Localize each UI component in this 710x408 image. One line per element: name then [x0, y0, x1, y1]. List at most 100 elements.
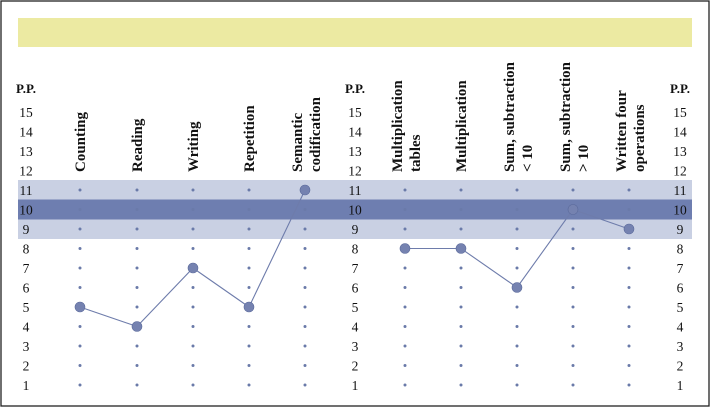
y-tick-label: 7 — [677, 261, 684, 276]
grid-dot — [403, 286, 407, 289]
scale-headers: P.P. P.P. P.P. — [16, 81, 690, 96]
grid-dot — [459, 325, 463, 328]
grid-dot — [515, 266, 519, 270]
grid-dot — [303, 344, 307, 348]
category-label: Multiplication — [454, 80, 470, 172]
y-tick-label: 14 — [19, 125, 33, 140]
y-tick-label: 2 — [352, 359, 359, 374]
y-tick-label: 14 — [348, 125, 362, 140]
grid-dot — [459, 383, 463, 387]
category-label: operations — [632, 104, 648, 172]
grid-dot — [515, 188, 519, 192]
y-tick-label: 1 — [352, 378, 359, 393]
y-tick-label: 15 — [348, 105, 362, 120]
grid-dot — [571, 383, 575, 387]
grid-dot — [403, 364, 407, 367]
grid-dot — [247, 266, 251, 270]
score-point — [187, 262, 199, 274]
grid-dot — [515, 344, 519, 348]
category-label: Reading — [130, 118, 146, 172]
grid-dot — [135, 208, 139, 211]
y-tick-label: 4 — [352, 320, 359, 335]
category-label: Writing — [186, 121, 202, 172]
grid-dot — [571, 286, 575, 289]
y-tick-label: 15 — [673, 105, 687, 120]
grid-dot — [191, 344, 195, 348]
grid-dot — [247, 286, 251, 289]
y-tick-label: 7 — [352, 261, 359, 276]
grid-dot — [135, 266, 139, 270]
grid-dot — [571, 305, 575, 309]
category-labels: Counting Reading Writing Repetition Semantic… — [73, 61, 648, 172]
grid-dot — [135, 247, 139, 250]
grid-dot — [459, 227, 463, 231]
y-tick-label: 12 — [673, 164, 687, 179]
category-label: Written four — [614, 90, 630, 172]
y-tick-label: 10 — [348, 203, 362, 218]
grid-dot — [627, 266, 631, 270]
y-tick-label: 4 — [23, 320, 30, 335]
y-tick-label: 14 — [673, 125, 687, 140]
grid-dot — [627, 208, 631, 211]
category-label: Semantic — [290, 113, 306, 173]
grid-dot — [459, 305, 463, 309]
grid-dot — [515, 247, 519, 250]
grid-dot — [247, 364, 251, 367]
y-tick-label: 13 — [673, 144, 687, 159]
grid-dot — [247, 383, 251, 387]
y-tick-label: 4 — [677, 320, 684, 335]
grid-dot — [78, 364, 82, 367]
y-tick-label: 6 — [677, 281, 684, 296]
grid-dot — [403, 344, 407, 348]
score-point — [74, 301, 86, 313]
y-tick-label: 8 — [677, 242, 684, 257]
y-tick-label: 8 — [23, 242, 30, 257]
grid-dot — [247, 325, 251, 328]
grid-dot — [403, 383, 407, 387]
grid-dot — [191, 247, 195, 250]
grid-dot — [627, 383, 631, 387]
grid-dot — [303, 325, 307, 328]
grid-dot — [403, 325, 407, 328]
score-point — [623, 223, 635, 235]
grid-dot — [571, 364, 575, 367]
grid-dot — [515, 208, 519, 211]
grid-dot — [303, 247, 307, 250]
grid-dot — [191, 227, 195, 231]
grid-dot — [135, 383, 139, 387]
y-tick-label: 5 — [352, 300, 359, 315]
y-tick-label: 13 — [19, 144, 33, 159]
grid-dot — [403, 305, 407, 309]
header-band — [18, 18, 692, 47]
grid-dot — [78, 325, 82, 328]
score-series — [74, 184, 635, 332]
grid-dot — [247, 344, 251, 348]
y-tick-label: 11 — [20, 183, 33, 198]
y-tick-label: 12 — [19, 164, 33, 179]
category-label: codification — [308, 96, 324, 172]
y-tick-label: 6 — [23, 281, 30, 296]
grid-dot — [135, 305, 139, 309]
scale-header: P.P. — [345, 81, 365, 96]
category-label: Sum, subtraction — [502, 61, 518, 172]
grid-dot — [78, 208, 82, 211]
grid-dot — [627, 286, 631, 289]
grid-dot — [459, 364, 463, 367]
category-label: > 10 — [576, 145, 592, 172]
y-tick-label: 15 — [19, 105, 33, 120]
grid-dot — [191, 208, 195, 211]
grid-dot — [515, 364, 519, 367]
y-tick-label: 2 — [23, 359, 30, 374]
grid-dot — [135, 286, 139, 289]
grid-dot — [459, 266, 463, 270]
grid-dot — [627, 364, 631, 367]
grid-dots — [78, 188, 631, 387]
grid-dot — [78, 247, 82, 250]
grid-dot — [303, 305, 307, 309]
grid-dot — [78, 286, 82, 289]
y-tick-label: 1 — [677, 378, 684, 393]
grid-dot — [627, 305, 631, 309]
y-tick-label: 5 — [23, 300, 30, 315]
grid-dot — [571, 247, 575, 250]
